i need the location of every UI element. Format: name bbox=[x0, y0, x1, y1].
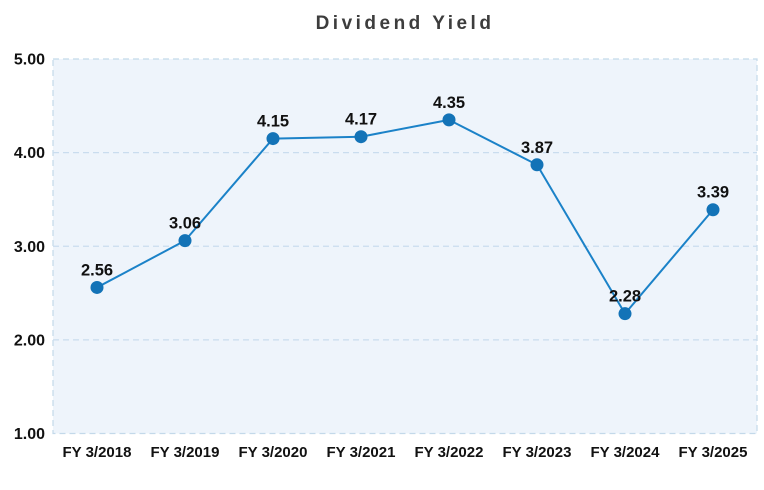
data-point[interactable] bbox=[442, 113, 456, 127]
data-point-label: 4.35 bbox=[433, 94, 465, 112]
data-point-label: 4.17 bbox=[345, 111, 377, 129]
x-tick-label: FY 3/2022 bbox=[415, 444, 484, 461]
data-point-label: 2.28 bbox=[609, 288, 641, 306]
data-point[interactable] bbox=[266, 132, 280, 146]
x-tick-label: FY 3/2020 bbox=[239, 444, 308, 461]
x-tick-label: FY 3/2019 bbox=[151, 444, 220, 461]
data-point[interactable] bbox=[354, 130, 368, 144]
y-tick-label: 2.00 bbox=[14, 332, 45, 349]
y-tick-label: 5.00 bbox=[14, 52, 45, 69]
data-point-label: 3.06 bbox=[169, 215, 201, 233]
data-point-label: 3.87 bbox=[521, 139, 553, 157]
x-tick-label: FY 3/2025 bbox=[679, 444, 748, 461]
x-tick-label: FY 3/2023 bbox=[503, 444, 572, 461]
chart-title: Dividend Yield bbox=[315, 13, 495, 34]
data-point[interactable] bbox=[530, 158, 544, 172]
x-tick-label: FY 3/2024 bbox=[591, 444, 661, 461]
data-point-label: 2.56 bbox=[81, 261, 113, 279]
x-tick-label: FY 3/2018 bbox=[63, 444, 132, 461]
y-tick-label: 1.00 bbox=[14, 426, 45, 443]
data-point-label: 3.39 bbox=[697, 184, 729, 202]
series-line bbox=[96, 118, 714, 315]
y-tick-label: 4.00 bbox=[14, 145, 45, 162]
y-tick-label: 3.00 bbox=[14, 239, 45, 256]
data-point[interactable] bbox=[178, 234, 192, 248]
data-point[interactable] bbox=[706, 203, 720, 217]
data-point[interactable] bbox=[90, 280, 104, 294]
data-point[interactable] bbox=[618, 307, 632, 321]
data-point-label: 4.15 bbox=[257, 113, 289, 131]
x-tick-label: FY 3/2021 bbox=[327, 444, 396, 461]
